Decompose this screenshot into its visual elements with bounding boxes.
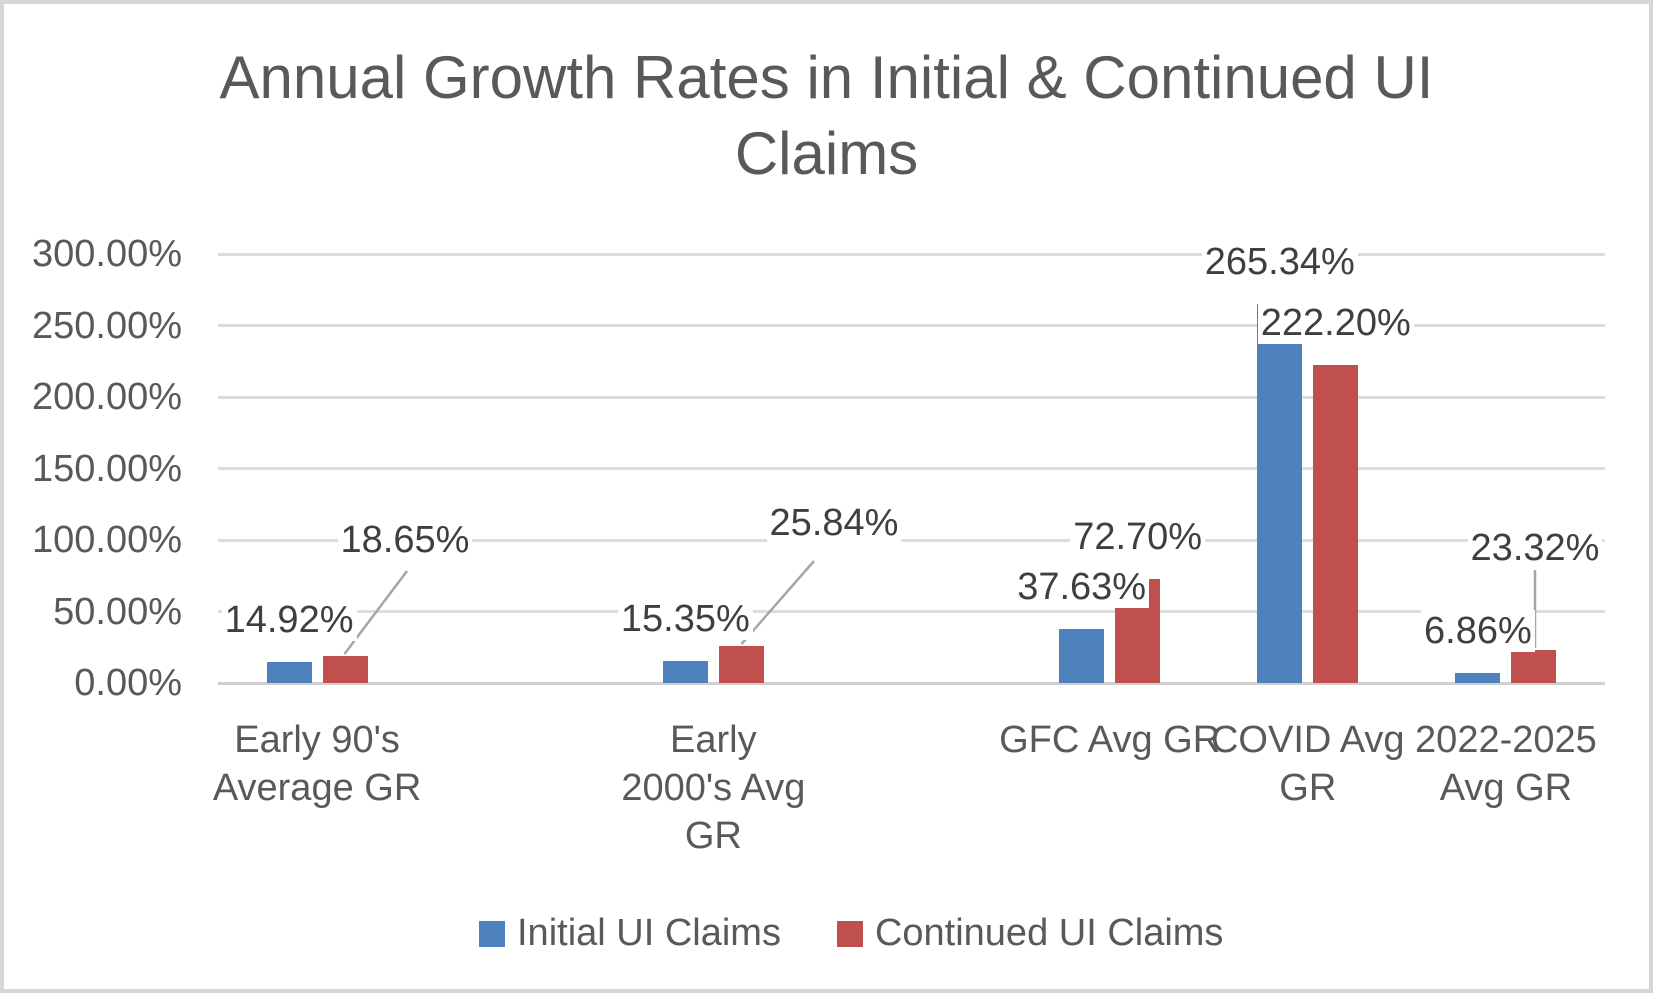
bar-initial-ui-claims bbox=[662, 661, 708, 683]
x-axis-label-3: COVID Avg GR bbox=[1148, 716, 1468, 812]
y-tick-label: 200.00% bbox=[31, 376, 182, 418]
y-tick-label: 300.00% bbox=[31, 233, 182, 275]
y-tick-label: 100.00% bbox=[31, 519, 182, 561]
data-label-text: 265.34% bbox=[1201, 240, 1358, 283]
x-axis-label-line: Avg GR bbox=[1439, 767, 1573, 809]
data-label-initial-ui-claims: 265.34% bbox=[1170, 238, 1390, 286]
chart-title: Annual Growth Rates in Initial & Continu… bbox=[219, 44, 1434, 187]
legend-label: Initial UI Claims bbox=[517, 912, 781, 954]
data-label-text: 14.92% bbox=[221, 598, 357, 641]
bar-continued-ui-claims bbox=[1511, 649, 1557, 683]
legend-swatch-icon bbox=[836, 920, 863, 947]
data-label-initial-ui-claims: 37.63% bbox=[972, 563, 1192, 611]
x-axis-label-line: Early bbox=[670, 719, 757, 761]
gridline bbox=[218, 538, 1605, 542]
data-label-text: 23.32% bbox=[1467, 527, 1603, 569]
x-axis-label-line: 2000's Avg bbox=[621, 767, 806, 809]
bar-initial-ui-claims bbox=[1455, 673, 1501, 683]
x-axis-label-line: COVID Avg bbox=[1210, 719, 1405, 761]
x-axis-label-1: Early 2000's Avg GR bbox=[553, 716, 873, 860]
x-axis-label-line: GR bbox=[1279, 767, 1337, 809]
gridline bbox=[218, 252, 1605, 256]
gridline bbox=[218, 610, 1605, 613]
bar-initial-ui-claims bbox=[1257, 303, 1303, 683]
data-label-continued-ui-claims: 25.84% bbox=[724, 499, 944, 547]
gridline bbox=[218, 324, 1605, 327]
data-label-continued-ui-claims: 72.70% bbox=[1028, 513, 1248, 561]
x-axis-line bbox=[218, 681, 1605, 685]
y-tick-label: 250.00% bbox=[31, 304, 182, 347]
data-label-text: 37.63% bbox=[1014, 566, 1150, 609]
data-label-continued-ui-claims: 18.65% bbox=[295, 516, 515, 564]
data-label-initial-ui-claims: 6.86% bbox=[1368, 607, 1588, 655]
bar-initial-ui-claims bbox=[1059, 629, 1105, 683]
data-label-text: 222.20% bbox=[1257, 302, 1414, 345]
legend-item-initial-ui-claims: Initial UI Claims bbox=[479, 912, 781, 955]
legend-label: Continued UI Claims bbox=[874, 912, 1224, 954]
data-label-initial-ui-claims: 14.92% bbox=[179, 596, 399, 644]
bar-initial-ui-claims bbox=[266, 661, 312, 683]
data-label-continued-ui-claims: 222.20% bbox=[1226, 299, 1446, 347]
legend-item-continued-ui-claims: Continued UI Claims bbox=[836, 912, 1224, 955]
x-axis-label-line: GR bbox=[684, 815, 742, 857]
data-label-initial-ui-claims: 15.35% bbox=[575, 595, 795, 643]
x-axis-label-line: Average GR bbox=[212, 767, 422, 809]
data-label-text: 18.65% bbox=[337, 519, 473, 561]
x-axis-label-0: Early 90's Average GR bbox=[157, 716, 477, 812]
gridline bbox=[218, 467, 1605, 470]
legend: Initial UI Claims Continued UI Claims bbox=[479, 912, 1223, 955]
data-label-text: 25.84% bbox=[766, 502, 902, 544]
data-label-text: 72.70% bbox=[1070, 516, 1206, 559]
x-axis-label-line: GFC Avg GR bbox=[999, 719, 1221, 761]
x-axis-label-line: Early 90's bbox=[234, 719, 400, 761]
bar-continued-ui-claims bbox=[1313, 365, 1359, 683]
x-axis-label-4: 2022-2025 Avg GR bbox=[1346, 716, 1649, 812]
bar-continued-ui-claims bbox=[322, 656, 368, 683]
x-axis-label-2: GFC Avg GR bbox=[950, 716, 1270, 764]
legend-swatch-icon bbox=[479, 920, 505, 947]
data-label-text: 15.35% bbox=[617, 598, 753, 641]
gridline bbox=[218, 395, 1605, 399]
data-label-continued-ui-claims: 23.32% bbox=[1425, 524, 1645, 572]
y-tick-label: 50.00% bbox=[53, 590, 182, 633]
y-tick-label: 150.00% bbox=[31, 447, 182, 490]
x-axis-label-line: 2022-2025 bbox=[1415, 719, 1597, 761]
y-tick-label: 0.00% bbox=[74, 662, 182, 704]
data-label-text: 6.86% bbox=[1421, 610, 1535, 653]
bar-continued-ui-claims bbox=[718, 646, 764, 683]
